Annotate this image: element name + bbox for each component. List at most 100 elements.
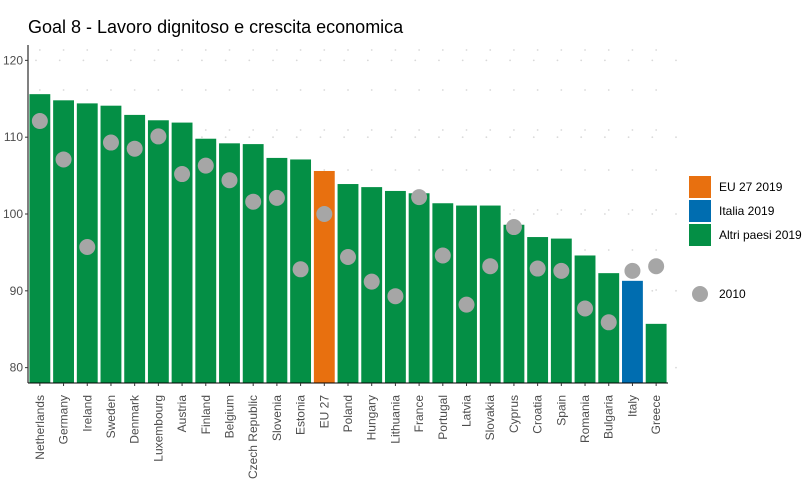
grid-dot	[675, 289, 677, 292]
grid-dot	[319, 136, 322, 139]
grid-dot	[627, 213, 630, 215]
x-tick-label: Lithuania	[388, 395, 402, 444]
grid-dot	[651, 59, 654, 62]
x-tick-label: Portugal	[436, 395, 450, 440]
grid-dot	[272, 136, 274, 139]
point-2010-sweden	[102, 134, 119, 151]
bar-greece	[645, 323, 667, 383]
grid-dot	[580, 213, 583, 215]
bar-cyprus	[503, 224, 525, 383]
grid-dot	[631, 49, 634, 51]
grid-dot	[655, 89, 658, 91]
grid-dot	[370, 169, 373, 171]
grid-dot	[441, 49, 444, 51]
grid-dot	[204, 89, 207, 91]
grid-dot	[603, 136, 606, 139]
x-tick-label: Slovakia	[483, 395, 497, 441]
point-2010-cyprus	[505, 219, 522, 236]
grid-dot	[631, 129, 634, 131]
y-tick-label: 110	[4, 130, 23, 144]
grid-dot	[465, 89, 468, 91]
grid-dot	[655, 289, 658, 291]
grid-dot	[651, 136, 654, 139]
grid-dot	[465, 129, 468, 131]
x-tick-label: Italy	[625, 395, 639, 417]
x-tick-label: EU 27	[317, 395, 331, 429]
grid-dot	[323, 89, 326, 91]
grid-dot	[485, 59, 488, 62]
x-tick-label: Cyprus	[507, 395, 521, 433]
grid-dot	[655, 49, 658, 51]
grid-dot	[347, 129, 349, 131]
grid-dot	[299, 49, 302, 51]
grid-dot	[438, 136, 440, 139]
point-2010-belgium	[221, 172, 238, 189]
grid-dot	[133, 49, 136, 51]
grid-dot	[228, 89, 231, 91]
grid-dot	[580, 59, 583, 62]
grid-dot	[248, 136, 251, 139]
grid-dot	[536, 89, 539, 91]
grid-dot	[536, 169, 539, 171]
grid-dot	[675, 366, 677, 369]
point-2010-luxembourg	[150, 128, 167, 145]
grid-dot	[584, 249, 586, 251]
x-tick-label: Bulgaria	[602, 395, 616, 439]
x-tick-label: Spain	[554, 395, 568, 426]
x-tick-label: Greece	[649, 395, 663, 435]
grid-dot	[204, 49, 207, 51]
grid-dot	[675, 59, 677, 62]
grid-dot	[394, 49, 397, 51]
grid-dot	[461, 136, 464, 139]
x-tick-label: Denmark	[128, 394, 142, 444]
bar-germany	[53, 100, 74, 383]
grid-dot	[461, 59, 464, 62]
grid-dot	[394, 89, 397, 91]
point-2010-romania	[577, 300, 594, 317]
bar-austria	[171, 122, 193, 383]
grid-dot	[418, 89, 421, 91]
legend-label-3: 2010	[719, 287, 746, 301]
grid-dot	[204, 129, 207, 131]
grid-dot	[584, 49, 586, 51]
grid-dot	[465, 49, 468, 51]
grid-dot	[319, 59, 322, 62]
legend-key-2	[689, 224, 711, 246]
grid-dot	[560, 129, 563, 131]
grid-dot	[607, 169, 610, 171]
legend-key-0	[689, 176, 711, 198]
x-tick-label: Austria	[175, 395, 189, 433]
grid-dot	[607, 249, 610, 251]
legend-label-1: Italia 2019	[719, 204, 775, 218]
grid-dot	[224, 136, 227, 139]
grid-dot	[532, 136, 535, 139]
x-tick-label: Germany	[57, 395, 71, 444]
x-tick-label: Slovenia	[270, 395, 284, 441]
grid-dot	[181, 49, 183, 51]
x-tick-label: Sweden	[104, 395, 118, 438]
grid-dot	[509, 59, 511, 62]
grid-dot	[513, 89, 515, 91]
x-tick-label: France	[412, 395, 426, 433]
grid-dot	[110, 89, 112, 91]
y-tick-label: 100	[3, 207, 23, 221]
legend-key-3	[692, 286, 708, 302]
grid-dot	[513, 209, 515, 211]
grid-dot	[366, 59, 369, 62]
point-2010-estonia	[292, 261, 309, 278]
grid-dot	[82, 59, 85, 62]
point-2010-slovenia	[268, 189, 285, 206]
point-2010-finland	[197, 157, 214, 174]
point-2010-france	[411, 189, 428, 206]
grid-dot	[580, 136, 583, 139]
grid-dot	[323, 49, 326, 51]
grid-dot	[465, 169, 468, 171]
bar-romania	[574, 255, 596, 383]
grid-dot	[607, 209, 610, 211]
grid-dot	[489, 169, 492, 171]
x-tick-label: Estonia	[294, 395, 308, 435]
bar-slovenia	[266, 157, 288, 383]
grid-dot	[509, 136, 511, 139]
grid-dot	[366, 136, 369, 139]
bar-croatia	[527, 237, 549, 383]
